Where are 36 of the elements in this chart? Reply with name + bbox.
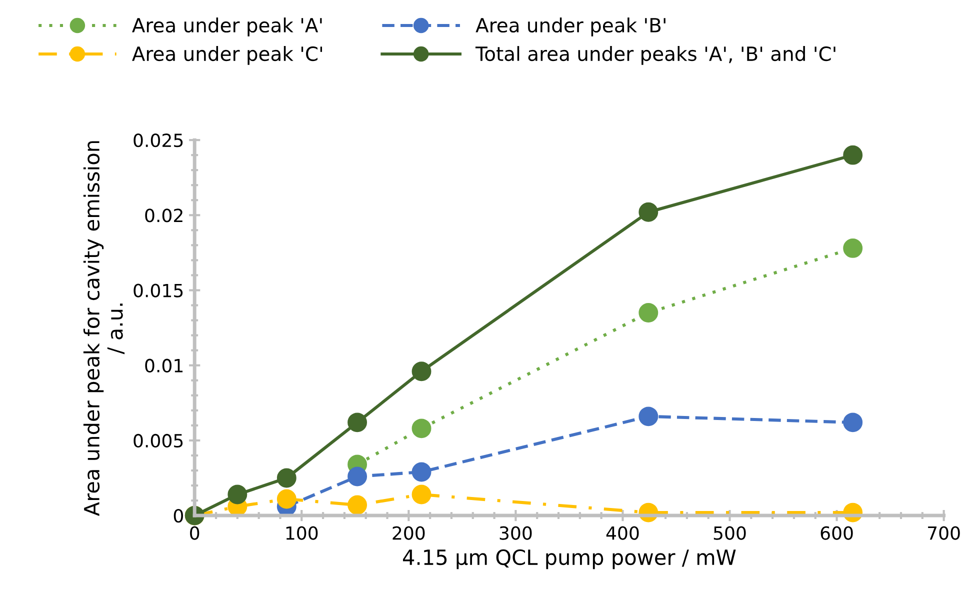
- y-tick-label: 0.01: [145, 358, 183, 372]
- point: [843, 238, 863, 258]
- y-tick-label: 0.025: [134, 134, 183, 148]
- x-tick-label: 200: [392, 526, 425, 540]
- x-tick-label: 0: [190, 526, 200, 540]
- point: [348, 495, 368, 515]
- y-tick-label: 0.015: [134, 284, 183, 298]
- y-axis-title: Area under peak for cavity emission / a.u.: [83, 141, 125, 516]
- point: [276, 468, 296, 488]
- point: [843, 412, 863, 432]
- point: [276, 489, 296, 509]
- x-tick-label: 300: [500, 526, 532, 540]
- y-tick-label: 0.02: [145, 208, 182, 222]
- x-tick-label: 700: [928, 526, 960, 540]
- point: [412, 362, 432, 382]
- point: [412, 484, 432, 504]
- x-axis-title: 4.15 µm QCL pump power / mW: [402, 549, 736, 570]
- point: [348, 412, 368, 432]
- legend-label: Area under peak 'A': [132, 18, 322, 36]
- point: [638, 202, 658, 222]
- point: [348, 466, 368, 486]
- point: [228, 484, 248, 504]
- x-tick-label: 100: [286, 526, 318, 540]
- point: [843, 145, 863, 165]
- legend-label: Area under peak 'B': [476, 18, 666, 36]
- x-tick-label: 400: [606, 526, 639, 540]
- point: [412, 418, 432, 438]
- legend-label: Area under peak 'C': [132, 46, 322, 65]
- point: [638, 406, 658, 426]
- y-tick-label: 0.005: [134, 434, 183, 448]
- legend-label: Total area under peaks 'A', 'B' and 'C': [475, 46, 836, 65]
- x-tick-label: 600: [820, 526, 853, 540]
- point: [638, 303, 658, 323]
- x-tick-label: 500: [714, 526, 746, 540]
- point: [412, 462, 432, 482]
- y-tick-label: 0: [174, 509, 183, 523]
